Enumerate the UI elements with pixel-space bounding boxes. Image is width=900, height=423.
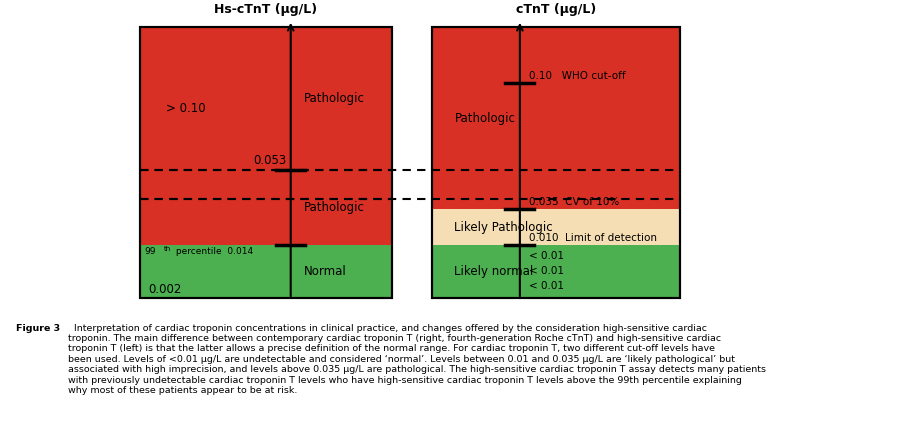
Bar [140, 27, 392, 170]
Text: Normal: Normal [304, 265, 347, 278]
Text: th: th [164, 246, 171, 252]
Text: Pathologic: Pathologic [304, 92, 365, 105]
Bar [140, 170, 392, 245]
Text: Pathologic: Pathologic [454, 112, 516, 125]
Text: > 0.10: > 0.10 [166, 102, 206, 115]
Text: 99: 99 [144, 247, 156, 256]
Text: Likely normal: Likely normal [454, 265, 534, 278]
Text: Pathologic: Pathologic [304, 201, 365, 214]
Text: 0.002: 0.002 [148, 283, 182, 296]
Text: < 0.01: < 0.01 [529, 266, 564, 276]
Text: 0.035  CV of 10%: 0.035 CV of 10% [529, 197, 619, 207]
Text: Interpretation of cardiac troponin concentrations in clinical practice, and chan: Interpretation of cardiac troponin conce… [68, 324, 767, 395]
Text: Figure 3: Figure 3 [16, 324, 60, 332]
Text: < 0.01: < 0.01 [529, 251, 564, 261]
Bar [432, 209, 680, 245]
Text: 0.10   WHO cut-off: 0.10 WHO cut-off [529, 71, 625, 81]
Text: 0.053: 0.053 [253, 154, 286, 167]
Bar [432, 27, 680, 209]
Bar [140, 245, 392, 298]
Text: < 0.01: < 0.01 [529, 280, 564, 291]
Bar [432, 245, 680, 298]
Bar [140, 27, 392, 298]
Bar [140, 27, 392, 298]
Bar [432, 27, 680, 298]
Text: Likely Pathologic: Likely Pathologic [454, 221, 554, 233]
Text: Hs-cTnT (μg/L): Hs-cTnT (μg/L) [214, 3, 317, 16]
Text: 0.010  Limit of detection: 0.010 Limit of detection [529, 233, 657, 243]
Text: percentile  0.014: percentile 0.014 [173, 247, 253, 256]
Text: cTnT (μg/L): cTnT (μg/L) [516, 3, 596, 16]
Bar [432, 27, 680, 298]
